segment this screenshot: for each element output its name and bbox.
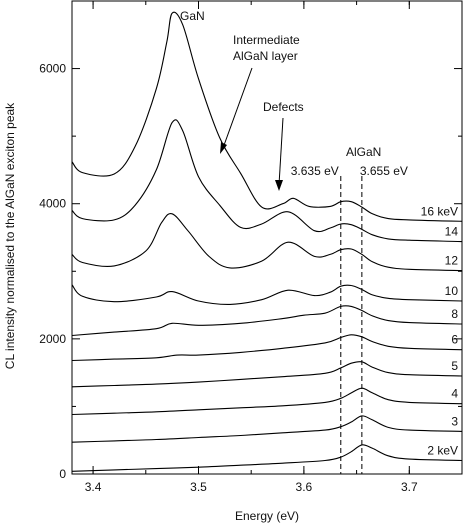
annotation-intermediate-line1: Intermediate — [233, 33, 300, 47]
annotation-defects-arrow — [278, 117, 284, 186]
y-tick-label: 4000 — [39, 197, 66, 211]
spectra-lines — [71, 11, 463, 472]
series-label: 5 — [451, 359, 458, 373]
annotation-gan: GaN — [180, 9, 205, 23]
annotation-intermediate-line2: AlGaN layer — [233, 49, 298, 63]
annotation-defects-arrowhead — [275, 180, 283, 191]
y-tick-label: 6000 — [39, 62, 66, 76]
spectrum-line — [71, 387, 463, 416]
series-label: 12 — [445, 254, 459, 268]
x-tick-label: 3.6 — [296, 480, 313, 494]
annotation-intermediate-arrowhead — [220, 142, 227, 154]
reference-lines: 3.635 eV 3.655 eV — [291, 164, 408, 474]
tick-labels: 3.4 3.5 3.6 3.7 0 2000 4000 6000 — [39, 62, 418, 494]
spectrum-line — [71, 305, 463, 337]
series-label: 14 — [445, 225, 459, 239]
spectrum-line — [71, 334, 463, 362]
reference-line-label: 3.655 eV — [360, 164, 408, 178]
plot-frame — [71, 0, 463, 475]
series-label: 4 — [451, 387, 458, 401]
series-label: 2 keV — [427, 443, 458, 457]
x-axis-label: Energy (eV) — [235, 509, 299, 523]
series-label: 6 — [451, 333, 458, 347]
y-tick-label: 2000 — [39, 332, 66, 346]
series-label: 10 — [445, 284, 459, 298]
reference-line-label: 3.635 eV — [291, 164, 339, 178]
y-axis-label: CL intensity normalised to the AlGaN exc… — [3, 102, 17, 369]
series-label: 16 keV — [421, 204, 458, 218]
y-tick-label: 0 — [59, 467, 66, 481]
series-label: 3 — [451, 414, 458, 428]
spectrum-line — [71, 415, 463, 443]
spectrum-line — [71, 444, 463, 472]
annotation-defects: Defects — [263, 100, 304, 114]
spectrum-line — [71, 284, 463, 305]
spectrum-line — [71, 119, 463, 243]
series-labels: 2 keV 3 4 5 6 8 10 12 14 16 keV — [421, 204, 459, 457]
annotation-intermediate-arrow — [222, 67, 253, 149]
annotation-algan: AlGaN — [346, 145, 381, 159]
spectrum-line — [71, 11, 463, 222]
x-tick-label: 3.5 — [190, 480, 207, 494]
x-tick-label: 3.4 — [85, 480, 102, 494]
series-label: 8 — [451, 307, 458, 321]
annotations: GaN Intermediate AlGaN layer Defects AlGaN — [180, 9, 381, 191]
x-tick-label: 3.7 — [401, 480, 418, 494]
axis-ticks — [72, 1, 463, 475]
spectrum-line — [71, 213, 463, 272]
spectrum-line — [71, 361, 463, 388]
